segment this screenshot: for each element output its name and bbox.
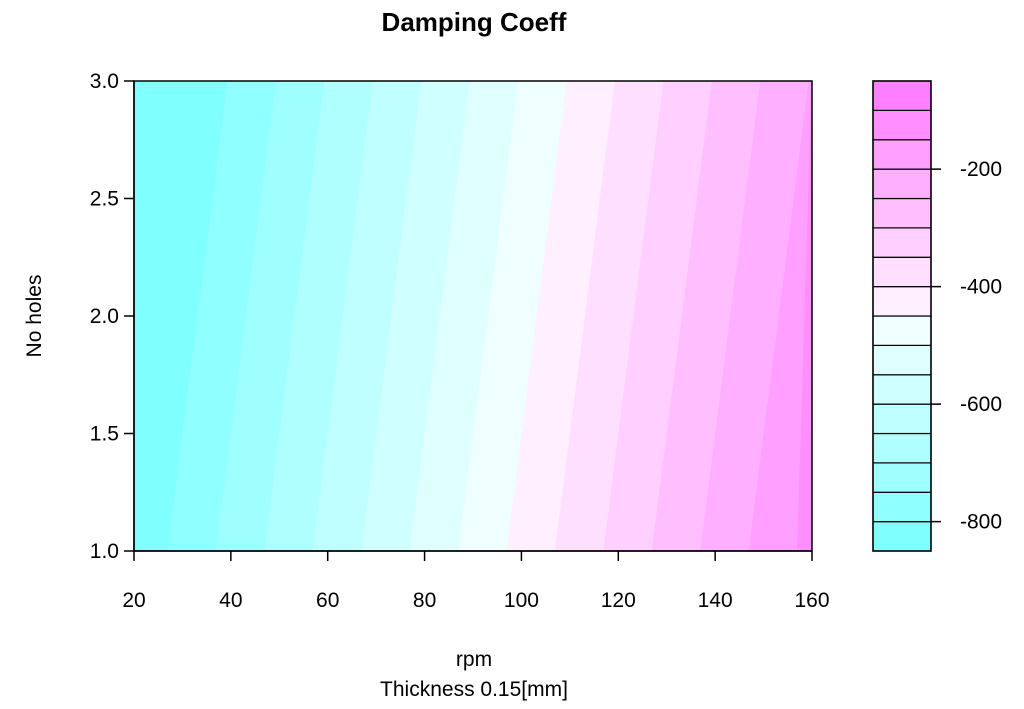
colorbar-tick-label: -600 <box>960 393 1002 416</box>
colorbar-swatch <box>872 256 932 288</box>
colorbar-tick-label: -400 <box>960 276 1002 299</box>
y-tick-label: 2.0 <box>90 305 119 328</box>
colorbar-swatch <box>872 80 932 111</box>
colorbar-swatch <box>872 432 932 464</box>
colorbar-swatch <box>872 286 932 317</box>
y-tick-label: 2.5 <box>90 188 119 211</box>
colorbar: -800 -600 -400 -200 <box>872 80 1002 552</box>
colorbar-tick-label: -200 <box>960 158 1002 181</box>
chart-title: Damping Coeff <box>382 7 567 37</box>
y-axis: 1.0 1.5 2.0 2.5 3.0 <box>90 70 135 563</box>
x-tick-label: 60 <box>316 589 339 612</box>
colorbar-swatch <box>872 109 932 141</box>
y-tick-label: 1.0 <box>90 540 119 563</box>
y-axis-label: No holes <box>23 275 46 358</box>
x-tick-label: 40 <box>219 589 242 612</box>
x-tick-label: 120 <box>601 589 636 612</box>
colorbar-swatch <box>872 315 932 346</box>
y-tick-label: 1.5 <box>90 423 119 446</box>
colorbar-swatch <box>872 227 932 258</box>
y-tick-label: 3.0 <box>90 70 119 93</box>
colorbar-swatch <box>872 139 932 170</box>
x-tick-label: 140 <box>698 589 733 612</box>
colorbar-swatch <box>872 197 932 229</box>
colorbar-swatch <box>872 403 932 435</box>
contour-fill <box>133 80 813 552</box>
x-tick-label: 100 <box>504 589 539 612</box>
colorbar-swatch <box>872 168 932 200</box>
x-tick-label: 20 <box>122 589 145 612</box>
colorbar-swatch <box>872 374 932 405</box>
x-tick-label: 80 <box>413 589 436 612</box>
x-axis-sublabel: Thickness 0.15[mm] <box>380 678 568 701</box>
colorbar-swatch <box>872 491 932 523</box>
colorbar-swatch <box>872 462 932 493</box>
x-tick-label: 160 <box>794 589 829 612</box>
colorbar-tick-label: -800 <box>960 511 1002 534</box>
colorbar-swatch <box>872 344 932 376</box>
x-axis: 20 40 60 80 100 120 140 160 <box>122 550 830 612</box>
colorbar-frame <box>872 80 932 552</box>
colorbar-swatch <box>872 521 932 552</box>
x-axis-label: rpm <box>456 648 492 671</box>
